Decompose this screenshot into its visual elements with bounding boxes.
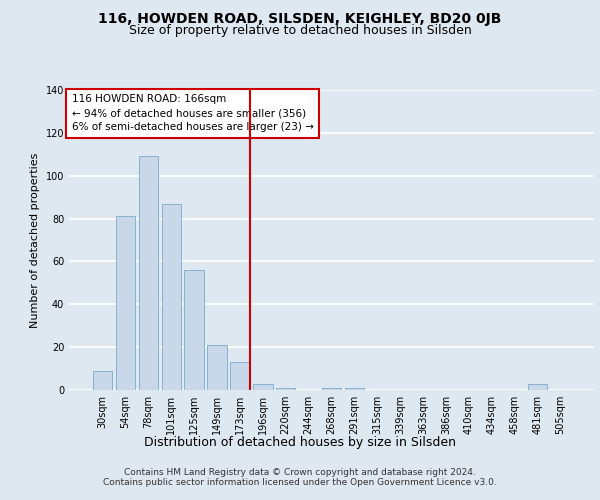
Bar [253,384,272,390]
Text: 116, HOWDEN ROAD, SILSDEN, KEIGHLEY, BD20 0JB: 116, HOWDEN ROAD, SILSDEN, KEIGHLEY, BD2… [98,12,502,26]
Bar [276,388,295,390]
Text: Contains HM Land Registry data © Crown copyright and database right 2024.
Contai: Contains HM Land Registry data © Crown c… [103,468,497,487]
Y-axis label: Number of detached properties: Number of detached properties [30,152,40,328]
Bar [184,270,204,390]
Text: Size of property relative to detached houses in Silsden: Size of property relative to detached ho… [128,24,472,37]
Bar [93,370,112,390]
Bar [139,156,158,390]
Bar [161,204,181,390]
Bar [528,384,547,390]
Text: Distribution of detached houses by size in Silsden: Distribution of detached houses by size … [144,436,456,449]
Bar [322,388,341,390]
Bar [230,362,250,390]
Text: 116 HOWDEN ROAD: 166sqm
← 94% of detached houses are smaller (356)
6% of semi-de: 116 HOWDEN ROAD: 166sqm ← 94% of detache… [71,94,314,132]
Bar [344,388,364,390]
Bar [208,345,227,390]
Bar [116,216,135,390]
